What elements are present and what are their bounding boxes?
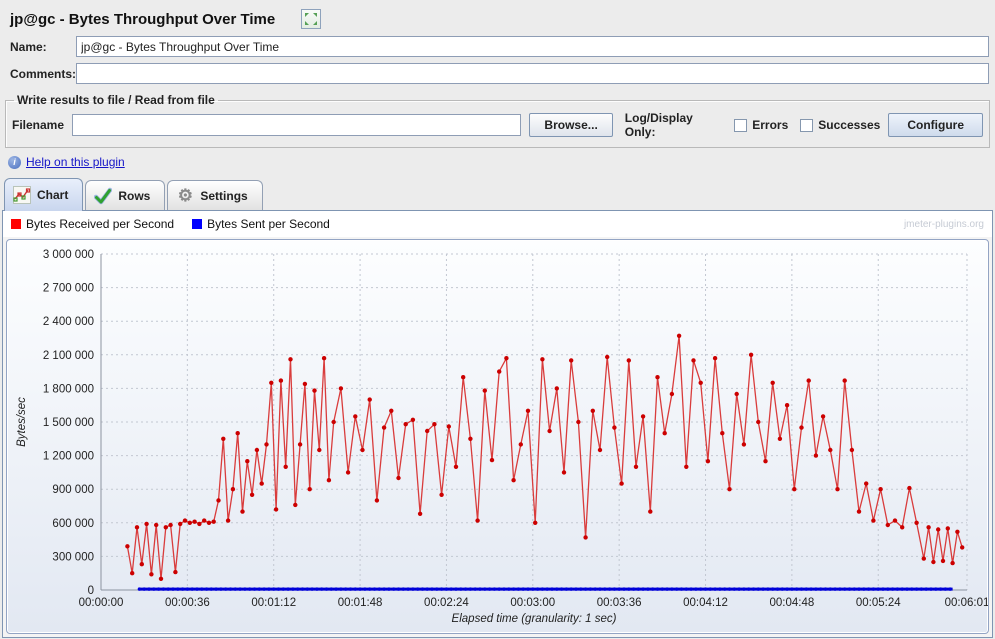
check-icon (94, 187, 113, 205)
tab-bar: Chart Rows ⚙ Settings (0, 174, 995, 211)
svg-text:00:03:36: 00:03:36 (597, 597, 642, 609)
maximize-icon (305, 13, 318, 25)
comments-row: Comments: (0, 60, 995, 87)
name-label: Name: (10, 39, 47, 54)
tab-settings-label: Settings (200, 188, 248, 203)
svg-text:300 000: 300 000 (52, 551, 94, 563)
svg-text:00:05:24: 00:05:24 (856, 597, 901, 609)
svg-text:1 500 000: 1 500 000 (43, 417, 94, 429)
tab-settings[interactable]: ⚙ Settings (167, 180, 263, 210)
svg-text:00:01:12: 00:01:12 (251, 597, 296, 609)
successes-label: Successes (818, 118, 881, 132)
errors-checkbox-wrap: Errors (734, 118, 788, 132)
comments-input[interactable] (76, 63, 989, 84)
legend-swatch (11, 219, 21, 229)
info-icon: i (8, 155, 21, 169)
svg-text:600 000: 600 000 (52, 518, 94, 530)
svg-text:00:04:12: 00:04:12 (683, 597, 728, 609)
svg-text:2 400 000: 2 400 000 (43, 316, 94, 328)
svg-text:900 000: 900 000 (52, 484, 94, 496)
errors-checkbox[interactable] (734, 118, 748, 132)
write-results-legend: Write results to file / Read from file (17, 93, 215, 107)
svg-text:2 700 000: 2 700 000 (43, 283, 94, 295)
svg-text:00:06:01: 00:06:01 (945, 597, 989, 609)
svg-text:3 000 000: 3 000 000 (43, 249, 94, 261)
write-results-group: Write results to file / Read from file F… (5, 93, 990, 148)
successes-checkbox[interactable] (800, 118, 814, 132)
svg-text:00:03:00: 00:03:00 (510, 597, 555, 609)
legend-item: Bytes Sent per Second (192, 217, 330, 231)
gear-icon: ⚙ (177, 186, 193, 205)
throughput-chart: 0 300 000 600 000 900 000 1 200 000 1 500 000… (16, 249, 988, 625)
svg-text:1 200 000: 1 200 000 (43, 451, 94, 463)
help-row: i Help on this plugin (0, 148, 995, 174)
legend-label: Bytes Sent per Second (207, 217, 330, 231)
svg-text:00:02:24: 00:02:24 (424, 597, 469, 609)
svg-text:00:04:48: 00:04:48 (769, 597, 814, 609)
chart-icon (13, 186, 31, 204)
filename-input[interactable] (72, 114, 522, 136)
page-title: jp@gc - Bytes Throughput Over Time (10, 10, 276, 28)
chart-legend: Bytes Received per Second Bytes Sent per … (3, 211, 992, 237)
browse-button[interactable]: Browse... (529, 113, 613, 137)
log-display-label: Log/Display Only: (624, 111, 693, 139)
svg-text:0: 0 (88, 585, 94, 597)
tab-content: Bytes Received per Second Bytes Sent per … (2, 210, 993, 638)
tab-rows-label: Rows (118, 188, 151, 203)
configure-button[interactable]: Configure (888, 113, 983, 137)
legend-item: Bytes Received per Second (11, 217, 174, 231)
chart-panel: 0 300 000 600 000 900 000 1 200 000 1 500 000… (6, 239, 989, 634)
svg-text:2 100 000: 2 100 000 (43, 350, 94, 362)
watermark: jmeter-plugins.org (903, 218, 984, 230)
svg-text:Bytes/sec: Bytes/sec (16, 397, 28, 447)
filename-label: Filename (12, 118, 65, 132)
svg-text:00:00:00: 00:00:00 (79, 597, 124, 609)
successes-checkbox-wrap: Successes (800, 118, 880, 132)
name-input[interactable] (76, 36, 989, 57)
tab-rows[interactable]: Rows (85, 180, 166, 210)
legend-label: Bytes Received per Second (26, 217, 175, 231)
header: jp@gc - Bytes Throughput Over Time (0, 0, 995, 33)
help-link[interactable]: Help on this plugin (26, 155, 125, 169)
legend-swatch (192, 219, 203, 229)
svg-text:Elapsed time (granularity: 1 s: Elapsed time (granularity: 1 sec) (452, 613, 617, 625)
tab-chart[interactable]: Chart (4, 178, 84, 211)
name-row: Name: (0, 33, 995, 60)
svg-text:00:01:48: 00:01:48 (338, 597, 383, 609)
errors-label: Errors (752, 118, 789, 132)
tab-chart-label: Chart (37, 188, 69, 202)
svg-text:00:00:36: 00:00:36 (165, 597, 210, 609)
maximize-button[interactable] (301, 9, 322, 29)
svg-text:1 800 000: 1 800 000 (43, 383, 94, 395)
comments-label: Comments: (10, 66, 77, 81)
